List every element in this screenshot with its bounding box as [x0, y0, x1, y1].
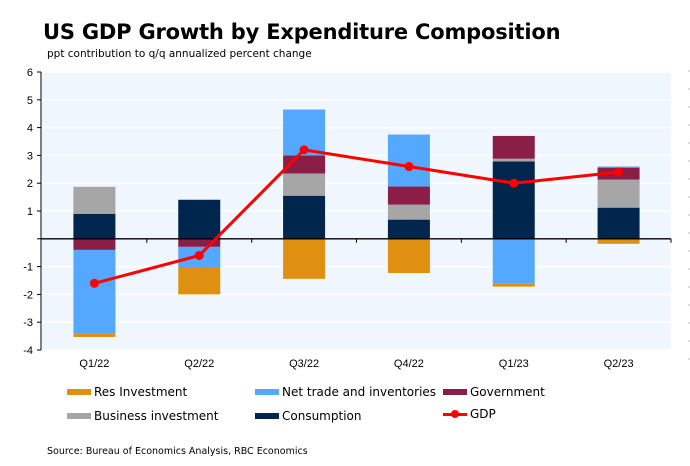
legend-label-gdp: GDP	[470, 407, 496, 421]
bar-government-q4-22	[387, 186, 430, 205]
gdp-point-q1-22	[89, 278, 99, 288]
gdp-point-q4-22	[404, 162, 414, 172]
bar-business-investment-q4-22	[387, 204, 430, 220]
legend-item-res-investment: Res Investment	[67, 385, 187, 399]
chart-title: US GDP Growth by Expenditure Composition	[43, 20, 561, 44]
bar-consumption-q1-22	[73, 213, 116, 239]
x-tick-label: Q2/23	[604, 358, 634, 370]
bar-res-investment-q2-22	[178, 267, 221, 295]
x-tick-label: Q2/22	[184, 358, 214, 370]
chart-plot: -4 -3 -2 -1 1 2 3 4 5 6 Q1/22 Q2/22 Q3/22 Q4/22 Q1/23 Q…	[23, 67, 690, 370]
bar-res-investment-q1-23	[492, 283, 535, 287]
bar-consumption-q3-22	[283, 195, 326, 239]
bar-government-q2-22	[178, 238, 221, 247]
gdp-point-q2-22	[194, 250, 204, 260]
bar-business-investment-q2-23	[597, 179, 640, 208]
y-tick-label: -1	[23, 262, 33, 274]
source-note: Source: Bureau of Economics Analysis, RB…	[47, 446, 308, 457]
bar-consumption-q2-22	[178, 199, 221, 239]
x-tick-label: Q4/22	[394, 358, 424, 370]
legend-swatch-business-investment	[67, 413, 91, 419]
bar-res-investment-q4-22	[387, 238, 430, 273]
x-tick-label: Q1/22	[79, 358, 109, 370]
bar-res-investment-q3-22	[283, 238, 326, 279]
legend-item-business-investment: Business investment	[67, 409, 219, 423]
gdp-line	[94, 148, 619, 285]
chart-subtitle: ppt contribution to q/q annualized perce…	[47, 48, 312, 60]
legend-label-res-investment: Res Investment	[94, 385, 188, 399]
legend-label-consumption: Consumption	[282, 409, 362, 423]
bar-net-trade-and-inventories-q2-23	[597, 166, 640, 168]
legend-swatch-gdp	[443, 409, 467, 419]
y-tick-label: 4	[27, 123, 33, 135]
gdp-point-q1-23	[509, 178, 519, 188]
legend-item-net-trade: Net trade and inventories	[255, 385, 436, 399]
bar-business-investment-q2-22	[178, 199, 221, 200]
legend-item-consumption: Consumption	[255, 409, 361, 423]
bar-consumption-q1-23	[492, 161, 535, 239]
y-tick-label: -2	[23, 289, 33, 301]
legend-label-business-investment: Business investment	[94, 409, 219, 423]
legend-label-net-trade: Net trade and inventories	[282, 385, 437, 399]
bar-government-q1-22	[73, 238, 116, 250]
x-tick-label: Q3/22	[289, 358, 319, 370]
bar-net-trade-and-inventories-q1-23	[492, 238, 535, 284]
y-tick-label: 5	[27, 95, 33, 107]
y-tick-label: -3	[23, 317, 33, 329]
gdp-point-q2-23	[614, 167, 624, 177]
y-tick-label: 3	[27, 150, 33, 162]
legend-swatch-government	[443, 389, 467, 395]
y-tick-label: 2	[27, 178, 33, 190]
x-tick-label: Q1/23	[499, 358, 529, 370]
bar-net-trade-and-inventories-q1-22	[73, 249, 116, 334]
bar-res-investment-q1-22	[73, 333, 116, 337]
bar-res-investment-q2-23	[597, 238, 640, 244]
bar-government-q1-23	[492, 135, 535, 159]
bar-business-investment-q3-22	[283, 173, 326, 196]
legend-item-government: Government	[443, 385, 545, 399]
bar-business-investment-q1-22	[73, 186, 116, 214]
bar-business-investment-q1-23	[492, 158, 535, 162]
gdp-point-q3-22	[299, 145, 309, 155]
legend-swatch-net-trade	[255, 389, 279, 395]
legend-item-gdp: GDP	[443, 407, 496, 421]
legend: Res Investment Net trade and inventories…	[67, 385, 667, 435]
legend-label-government: Government	[470, 385, 545, 399]
bar-net-trade-and-inventories-q4-22	[387, 134, 430, 187]
bar-consumption-q4-22	[387, 219, 430, 239]
bar-consumption-q2-23	[597, 207, 640, 239]
legend-swatch-res-investment	[67, 389, 91, 395]
legend-swatch-consumption	[255, 413, 279, 419]
y-tick-label: 6	[27, 67, 33, 79]
y-tick-label: 1	[27, 206, 33, 218]
y-tick-label: -4	[23, 345, 33, 357]
